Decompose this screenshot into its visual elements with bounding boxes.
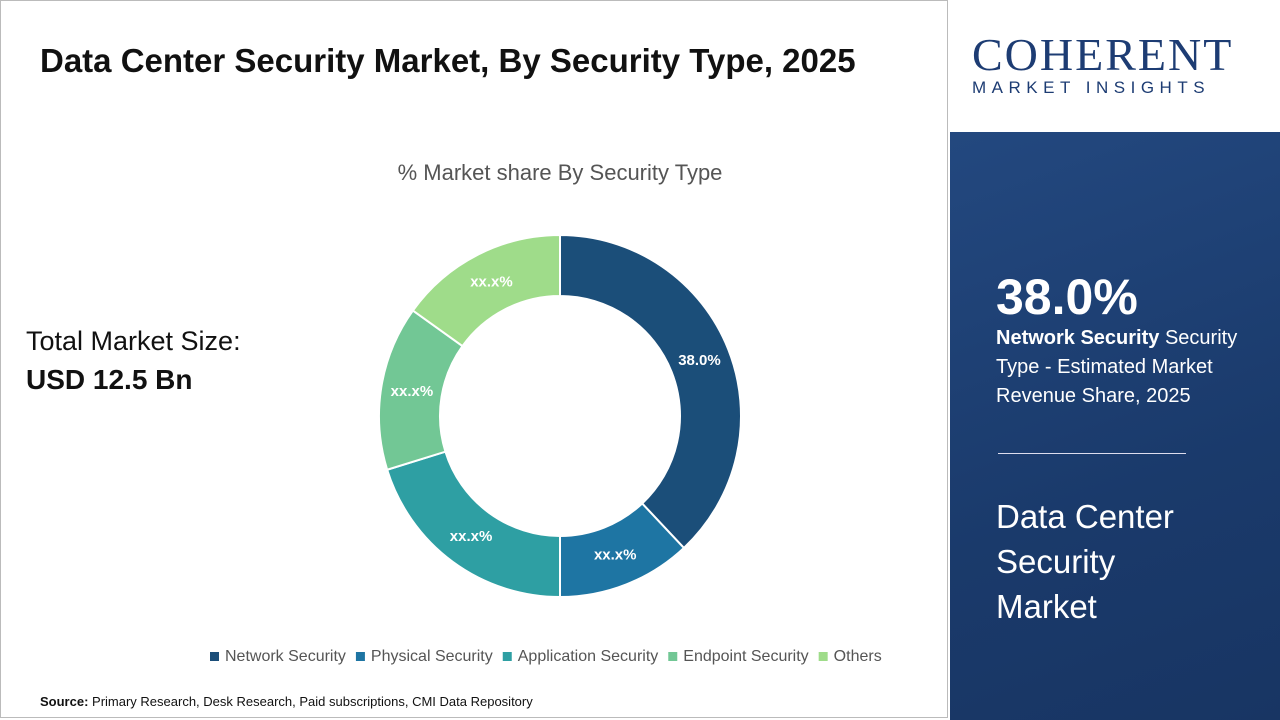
legend-label: Endpoint Security xyxy=(683,648,808,665)
data-label: xx.x% xyxy=(391,383,434,400)
source-text: Primary Research, Desk Research, Paid su… xyxy=(92,694,533,709)
legend-swatch xyxy=(502,652,512,661)
logo-tagline: MARKET INSIGHTS xyxy=(972,78,1211,97)
highlight-text: Network Security Security Type - Estimat… xyxy=(996,324,1266,411)
title: Data Center Security Market, By Security… xyxy=(40,42,856,79)
highlight-segment: Network Security xyxy=(996,327,1160,349)
side-panel: 38.0% Network Security Security Type - E… xyxy=(950,132,1280,720)
data-label: xx.x% xyxy=(470,274,513,291)
highlight-desc: Security Type - Estimated Market Revenue… xyxy=(996,327,1238,407)
donut-segment xyxy=(385,450,561,599)
donut-segment xyxy=(411,233,561,348)
legend-swatch xyxy=(818,652,828,661)
chart-title: % Market share By Security Type xyxy=(398,160,723,185)
legend-label: Physical Security xyxy=(371,648,493,665)
legend-label: Others xyxy=(834,648,882,665)
donut-segment xyxy=(559,233,742,550)
legend-swatch xyxy=(668,652,678,661)
legend-swatch xyxy=(210,652,219,661)
market-size-label: Total Market Size: xyxy=(26,326,241,356)
logo-name: COHERENT xyxy=(972,29,1234,80)
source: Source: Primary Research, Desk Research,… xyxy=(40,694,533,709)
legend-label: Application Security xyxy=(518,648,659,665)
chart: % Market share By Security Type 38.0% xx.… xyxy=(210,160,882,665)
highlight-value: 38.0% xyxy=(996,269,1138,325)
divider xyxy=(998,453,1186,454)
legend-label: Network Security xyxy=(225,648,346,665)
market-size-value: USD 12.5 Bn xyxy=(26,364,193,395)
data-label: xx.x% xyxy=(450,528,493,545)
source-label: Source: xyxy=(40,694,89,709)
logo: COHERENT MARKET INSIGHTS xyxy=(950,0,1280,130)
market-name: Data Center Security Market xyxy=(996,498,1174,625)
legend-swatch xyxy=(355,652,365,661)
frame xyxy=(0,0,948,718)
data-label: 38.0% xyxy=(678,352,721,369)
data-label: xx.x% xyxy=(594,546,637,563)
